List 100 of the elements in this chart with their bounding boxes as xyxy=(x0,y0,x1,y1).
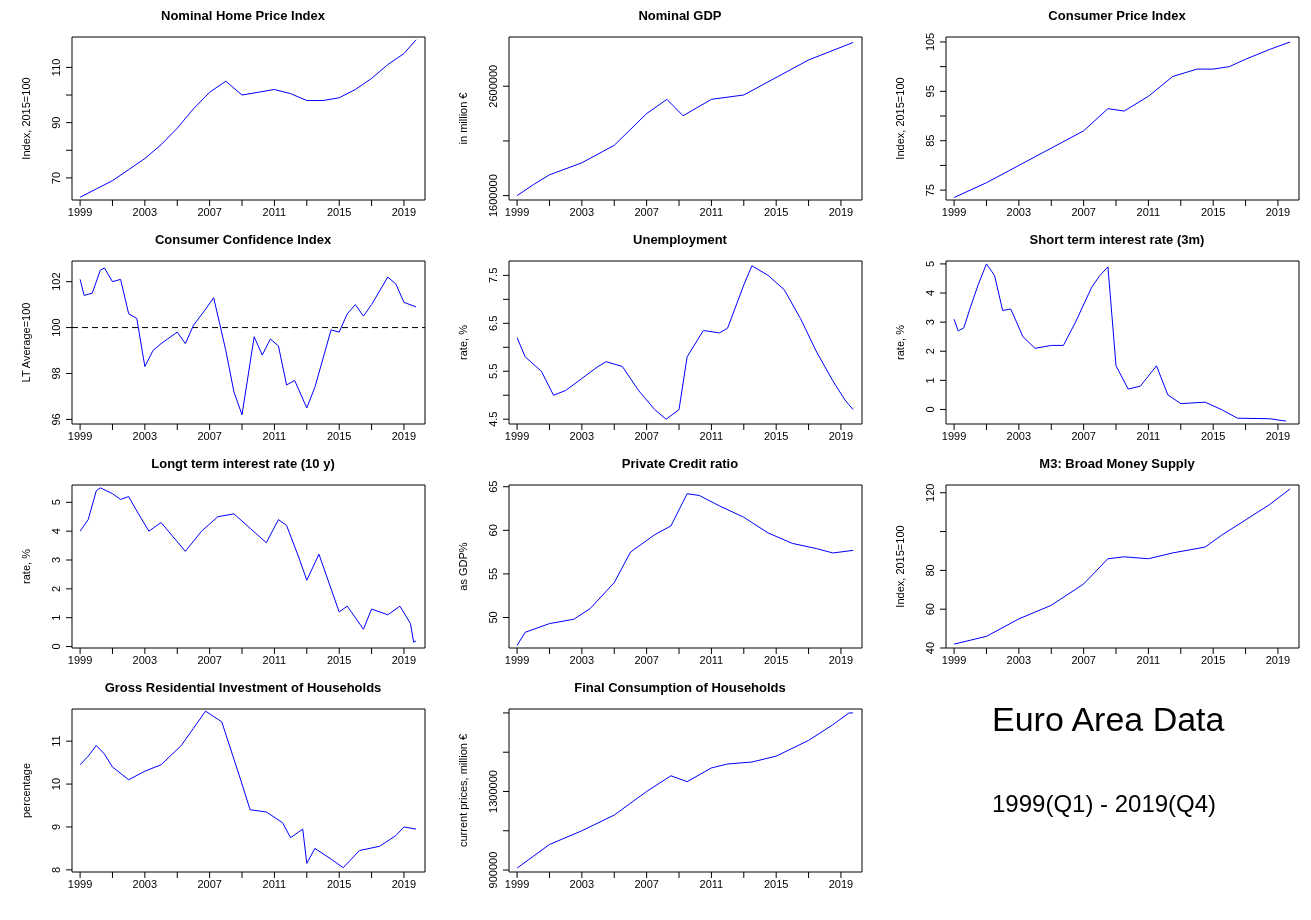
x-tick-label: 2003 xyxy=(132,877,158,890)
x-tick-label: 1999 xyxy=(67,205,93,218)
x-tick-label: 2015 xyxy=(763,429,789,442)
x-tick-label: 2011 xyxy=(1136,429,1161,442)
x-tick-label: 2003 xyxy=(569,429,595,442)
chart-title: Longt term interest rate (10 y) xyxy=(150,456,336,473)
x-tick-label: 2003 xyxy=(569,653,595,666)
x-tick-label: 2007 xyxy=(197,205,222,218)
line-series xyxy=(79,39,417,198)
line-series xyxy=(953,41,1291,199)
line-series xyxy=(516,41,854,197)
chart-title: Gross Residential Investment of Households xyxy=(103,680,383,697)
text: 1999(Q1) - 2019(Q4) xyxy=(992,790,1217,818)
y-tick-label: 70 xyxy=(50,171,62,185)
y-tick-label: 100 xyxy=(50,318,62,337)
y-tick-label: 102 xyxy=(50,272,62,291)
y-axis-title: as GDP% xyxy=(456,542,469,591)
y-tick-label: 40 xyxy=(924,641,936,655)
x-tick-label: 2015 xyxy=(326,205,352,218)
y-tick-label: 3 xyxy=(50,556,62,564)
y-axis-title: rate, % xyxy=(893,324,906,360)
x-tick-label: 2015 xyxy=(763,653,789,666)
x-tick-label: 2007 xyxy=(634,205,659,218)
x-tick-label: 2007 xyxy=(634,877,659,890)
y-tick-label: 1 xyxy=(50,614,62,621)
line-series xyxy=(953,488,1291,645)
x-tick-label: 2019 xyxy=(1265,205,1291,218)
x-tick-label: 1999 xyxy=(504,653,530,666)
x-tick-label: 2003 xyxy=(132,429,158,442)
x-tick-label: 1999 xyxy=(67,877,93,890)
y-tick-label: 80 xyxy=(924,564,936,577)
y-tick-label: 2 xyxy=(924,348,936,355)
x-tick-label: 1999 xyxy=(504,877,530,890)
x-tick-label: 1999 xyxy=(941,205,967,218)
chart-title: Nominal Home Price Index xyxy=(160,8,326,25)
x-tick-label: 2019 xyxy=(391,429,417,442)
y-tick-label: 0 xyxy=(924,406,936,413)
x-tick-label: 1999 xyxy=(941,429,967,442)
x-tick-label: 2015 xyxy=(1200,205,1226,218)
x-tick-label: 2011 xyxy=(699,205,724,218)
y-axis-title: Index, 2015=100 xyxy=(893,77,906,160)
y-axis-title: percentage xyxy=(19,762,32,819)
y-tick-label: 1 xyxy=(924,377,936,384)
y-tick-label: 55 xyxy=(487,567,499,581)
y-tick-label: 2 xyxy=(50,585,62,592)
x-tick-label: 2019 xyxy=(828,653,854,666)
y-tick-label: 2600000 xyxy=(487,64,499,108)
x-tick-label: 2011 xyxy=(699,877,724,890)
x-tick-label: 2007 xyxy=(1071,205,1096,218)
x-tick-label: 2019 xyxy=(391,205,417,218)
y-tick-label: 10 xyxy=(50,777,62,791)
x-tick-label: 2003 xyxy=(132,205,158,218)
y-tick-label: 5.5 xyxy=(487,363,499,379)
y-tick-label: 98 xyxy=(50,367,62,380)
line-series xyxy=(953,263,1287,422)
chart-title: Unemployment xyxy=(632,232,728,249)
y-tick-label: 8 xyxy=(50,866,62,873)
y-tick-label: 60 xyxy=(487,524,499,537)
y-tick-label: 105 xyxy=(924,32,936,52)
line-series xyxy=(516,712,854,869)
text: Euro Area Data xyxy=(992,700,1225,739)
chart-title: Nominal GDP xyxy=(637,8,723,25)
line-series xyxy=(516,265,854,420)
chart-title: Short term interest rate (3m) xyxy=(1028,232,1206,249)
x-tick-label: 2015 xyxy=(326,653,352,666)
x-tick-label: 2011 xyxy=(699,653,724,666)
x-tick-label: 2011 xyxy=(262,205,287,218)
y-tick-label: 900000 xyxy=(487,851,499,889)
x-tick-label: 2019 xyxy=(828,877,854,890)
y-tick-label: 3 xyxy=(924,319,936,326)
y-tick-label: 95 xyxy=(924,85,936,98)
y-axis-title: Index, 2015=100 xyxy=(19,77,32,160)
x-tick-label: 1999 xyxy=(67,429,93,442)
line-series xyxy=(516,493,854,646)
x-tick-label: 2003 xyxy=(1006,205,1032,218)
y-tick-label: 85 xyxy=(924,134,936,147)
x-tick-label: 2011 xyxy=(699,429,724,442)
x-tick-label: 2003 xyxy=(569,877,595,890)
x-tick-label: 2019 xyxy=(828,205,854,218)
x-tick-label: 1999 xyxy=(504,205,530,218)
x-tick-label: 2007 xyxy=(1071,429,1096,442)
x-tick-label: 2019 xyxy=(1265,429,1291,442)
y-tick-label: 4 xyxy=(924,289,936,297)
y-tick-label: 4.5 xyxy=(487,411,499,427)
x-tick-label: 2011 xyxy=(1136,653,1161,666)
y-tick-label: 120 xyxy=(924,483,936,502)
y-axis-title: Index, 2015=100 xyxy=(893,525,906,608)
y-tick-label: 4 xyxy=(50,528,62,535)
x-tick-label: 2019 xyxy=(1265,653,1291,666)
x-tick-label: 2019 xyxy=(391,877,417,890)
x-tick-label: 2011 xyxy=(262,877,287,890)
x-tick-label: 2003 xyxy=(132,653,158,666)
line-series xyxy=(79,487,417,643)
y-tick-label: 11 xyxy=(50,735,62,747)
x-tick-label: 2015 xyxy=(1200,429,1226,442)
x-tick-label: 2015 xyxy=(763,877,789,890)
y-tick-label: 0 xyxy=(50,643,62,650)
y-tick-label: 110 xyxy=(50,58,62,77)
x-tick-label: 2011 xyxy=(262,429,287,442)
x-tick-label: 1999 xyxy=(941,653,967,666)
